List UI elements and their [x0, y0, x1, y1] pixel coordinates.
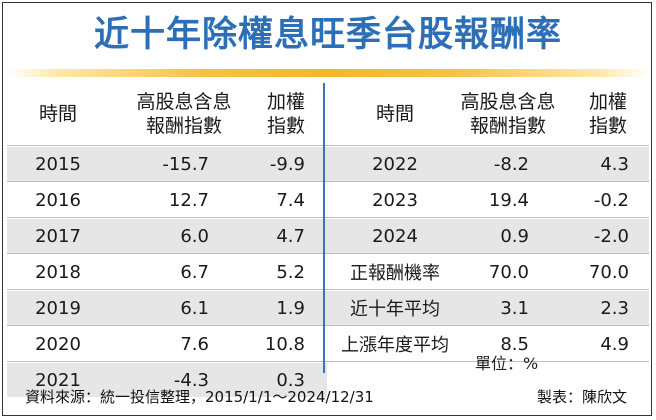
taiex-cell: 4.3 — [600, 153, 629, 175]
year-cell: 2019 — [35, 297, 81, 319]
high-dividend-cell: 70.0 — [488, 261, 529, 283]
table-card: 近十年除權息旺季台股報酬率 時間 高股息含息 報酬指數 加權 指數 時間 高股息… — [2, 2, 652, 416]
high-dividend-cell: -4.3 — [173, 369, 209, 391]
taiex-cell: -0.2 — [593, 189, 629, 211]
table-row: 2015 -15.7 -9.9 2022 -8.2 4.3 — [7, 147, 649, 181]
header-time-right: 時間 — [375, 103, 414, 125]
high-dividend-cell: 19.4 — [488, 189, 529, 211]
taiex-cell: 4.9 — [600, 333, 629, 355]
table-row: 2020 7.6 10.8 上漲年度平均 8.5 4.9 — [7, 327, 649, 361]
year-cell: 2016 — [35, 189, 81, 211]
header-high-dividend-left: 高股息含息 報酬指數 — [125, 83, 243, 145]
header-taiex-right: 加權 指數 — [575, 83, 641, 145]
right-label-cell: 2024 — [372, 225, 418, 247]
header-row: 時間 高股息含息 報酬指數 加權 指數 時間 高股息含息 報酬指數 加權 指數 — [7, 83, 649, 145]
high-dividend-cell: -15.7 — [162, 153, 209, 175]
row-divider — [7, 325, 649, 326]
row-divider — [7, 181, 649, 182]
taiex-cell: -9.9 — [269, 153, 305, 175]
unit-note: 單位：% — [475, 354, 539, 373]
column-divider — [323, 83, 325, 373]
table-row: 2017 6.0 4.7 2024 0.9 -2.0 — [7, 219, 649, 253]
header-high-dividend-left-line1: 高股息含息 — [136, 91, 232, 113]
page-title: 近十年除權息旺季台股報酬率 — [93, 15, 562, 55]
taiex-cell: 1.9 — [276, 297, 305, 319]
taiex-cell: 4.7 — [276, 225, 305, 247]
taiex-cell: 7.4 — [276, 189, 305, 211]
table-row: 2016 12.7 7.4 2023 19.4 -0.2 — [7, 183, 649, 217]
header-taiex-left-line2: 指數 — [266, 115, 305, 137]
table-row: 2021 -4.3 0.3 — [7, 363, 327, 397]
source-note: 資料來源：統一投信整理，2015/1/1～2024/12/31 — [25, 388, 374, 406]
table-row: 2018 6.7 5.2 正報酬機率 70.0 70.0 — [7, 255, 649, 289]
header-taiex-left: 加權 指數 — [253, 83, 319, 145]
taiex-cell: 10.8 — [264, 333, 305, 355]
high-dividend-cell: 6.7 — [180, 261, 209, 283]
year-cell: 2021 — [35, 369, 81, 391]
header-high-dividend-right-line2: 報酬指數 — [469, 115, 546, 137]
high-dividend-cell: 3.1 — [500, 297, 529, 319]
high-dividend-cell: 6.1 — [180, 297, 209, 319]
high-dividend-cell: 6.0 — [180, 225, 209, 247]
right-label-cell: 近十年平均 — [350, 299, 440, 320]
high-dividend-cell: 12.7 — [168, 189, 209, 211]
taiex-cell: 70.0 — [588, 261, 629, 283]
title-underline — [7, 69, 649, 77]
high-dividend-cell: 7.6 — [180, 333, 209, 355]
taiex-cell: 2.3 — [600, 297, 629, 319]
right-label-cell: 上漲年度平均 — [341, 335, 449, 356]
row-divider — [7, 361, 649, 362]
row-divider — [7, 253, 649, 254]
row-divider — [7, 145, 649, 146]
credit-note: 製表：陳欣文 — [536, 388, 627, 406]
taiex-cell: 0.3 — [276, 369, 305, 391]
high-dividend-cell: 0.9 — [500, 225, 529, 247]
header-high-dividend-right-line1: 高股息含息 — [460, 91, 556, 113]
high-dividend-cell: 8.5 — [500, 333, 529, 355]
header-taiex-left-line1: 加權 — [266, 91, 305, 113]
header-taiex-right-line1: 加權 — [588, 91, 627, 113]
year-cell: 2018 — [35, 261, 81, 283]
taiex-cell: -2.0 — [593, 225, 629, 247]
taiex-cell: 5.2 — [276, 261, 305, 283]
header-taiex-right-line2: 指數 — [588, 115, 627, 137]
right-label-cell: 正報酬機率 — [350, 263, 440, 284]
header-high-dividend-left-line2: 報酬指數 — [145, 115, 222, 137]
header-time-left: 時間 — [38, 103, 77, 125]
year-cell: 2015 — [35, 153, 81, 175]
right-label-cell: 2023 — [372, 189, 418, 211]
year-cell: 2017 — [35, 225, 81, 247]
row-divider — [7, 289, 649, 290]
year-cell: 2020 — [35, 333, 81, 355]
header-high-dividend-right: 高股息含息 報酬指數 — [449, 83, 567, 145]
right-label-cell: 2022 — [372, 153, 418, 175]
table-row: 2019 6.1 1.9 近十年平均 3.1 2.3 — [7, 291, 649, 325]
high-dividend-cell: -8.2 — [493, 153, 529, 175]
row-divider — [7, 217, 649, 218]
